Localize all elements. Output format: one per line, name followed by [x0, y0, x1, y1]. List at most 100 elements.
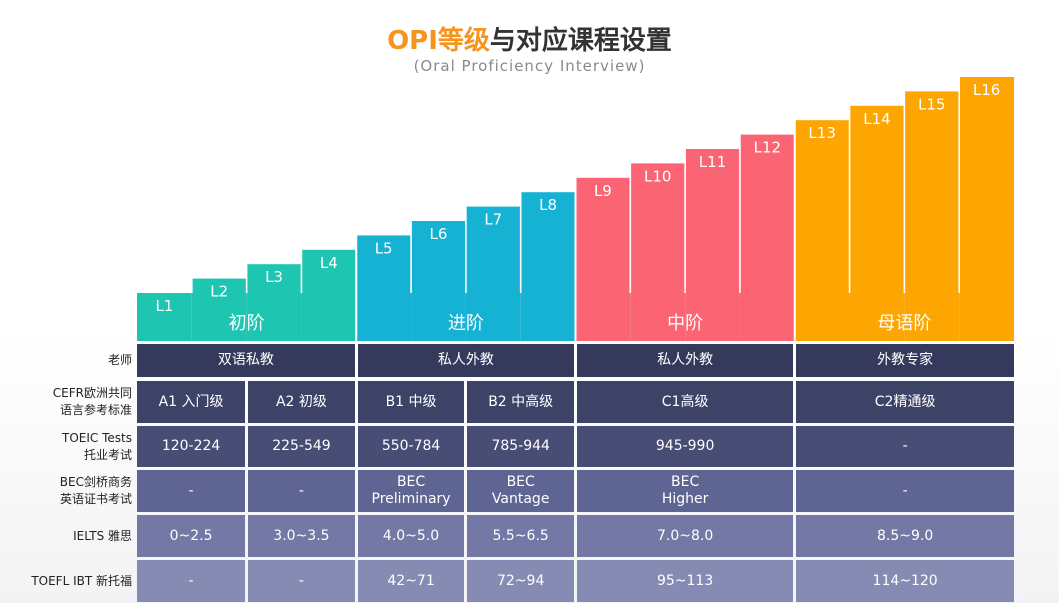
table-cell: BEC Preliminary — [357, 470, 465, 512]
cell-text: - — [188, 482, 194, 499]
cell-text: 5.5~6.5 — [492, 527, 549, 544]
table-cell: BEC Higher — [577, 470, 794, 512]
cell-text: 0~2.5 — [169, 527, 213, 544]
table-cell: 7.0~8.0 — [577, 515, 794, 557]
table-cell: 0~2.5 — [137, 515, 246, 557]
cell-text: 95~113 — [656, 572, 714, 589]
table-cell: 95~113 — [577, 560, 794, 602]
table-cell: 42~71 — [357, 560, 465, 602]
cell-text: 225-549 — [272, 438, 331, 454]
bar-label-l5: L5 — [375, 239, 393, 257]
cell-text: Higher — [661, 491, 709, 507]
cell-text: 785-944 — [491, 438, 550, 454]
cell-text: - — [188, 572, 194, 589]
bar-label-l12: L12 — [754, 139, 781, 157]
table-cell: 私人外教 — [357, 344, 574, 377]
bar-label-l14: L14 — [863, 110, 890, 128]
bar-label-l8: L8 — [539, 196, 557, 214]
bar-l16 — [959, 77, 1014, 341]
table-cell: C1高级 — [577, 381, 794, 423]
table-cell: - — [796, 426, 1014, 467]
cell-text: BEC — [396, 474, 426, 490]
row-label-line: IELTS 雅思 — [73, 528, 132, 543]
cell-text: A1 入门级 — [158, 393, 224, 410]
row-label-line: 老师 — [107, 353, 132, 367]
bar-l13 — [794, 120, 850, 341]
table-cell: 945-990 — [577, 426, 794, 467]
bar-label-l7: L7 — [484, 211, 502, 229]
table-cell: 3.0~3.5 — [248, 515, 355, 557]
cell-text: 私人外教 — [437, 352, 494, 368]
table-cell: BEC Vantage — [467, 470, 574, 512]
table-cell: A1 入门级 — [137, 381, 246, 423]
cell-text: Preliminary — [371, 491, 451, 507]
cell-text: B2 中高级 — [488, 393, 554, 410]
cell-text: 114~120 — [872, 572, 938, 589]
bar-l15 — [904, 91, 960, 342]
bar-l9 — [575, 177, 631, 341]
table-cell: 5.5~6.5 — [467, 515, 574, 557]
bar-label-l16: L16 — [973, 81, 1000, 99]
bar-l2 — [191, 278, 247, 341]
row-label-line: 英语证书考试 — [59, 492, 132, 506]
bar-label-l11: L11 — [699, 153, 726, 171]
table-cell: 72~94 — [467, 560, 574, 602]
bar-l12 — [739, 134, 795, 341]
cell-text: - — [298, 482, 304, 499]
row-label-line: CEFR欧洲共同 — [52, 386, 132, 400]
row-label-line: TOEFL IBT 新托福 — [31, 573, 132, 588]
table-cell: - — [248, 470, 355, 512]
row-label-line: BEC剑桥商务 — [59, 475, 132, 489]
table-cell: 8.5~9.0 — [796, 515, 1014, 557]
bar-label-l9: L9 — [594, 182, 612, 200]
cell-text: C2精通级 — [874, 393, 936, 410]
bar-l14 — [849, 105, 905, 341]
bar-label-l13: L13 — [808, 124, 835, 142]
bar-label-l15: L15 — [918, 95, 945, 113]
table-cell: 双语私教 — [137, 344, 355, 377]
table-cell: - — [248, 560, 355, 602]
bar-label-l4: L4 — [320, 254, 338, 272]
cell-text: 私人外教 — [657, 352, 714, 368]
cell-text: 3.0~3.5 — [273, 527, 330, 544]
table-cell: - — [796, 470, 1014, 512]
bar-l1 — [137, 293, 192, 341]
bar-l7 — [465, 206, 521, 341]
cell-text: Vantage — [491, 491, 550, 507]
bar-l8 — [520, 192, 576, 341]
group-label-2: 中阶 — [667, 313, 703, 334]
table-cell: - — [137, 470, 246, 512]
row-label-2: TOEIC Tests 托业考试 — [0, 426, 132, 467]
table-cell: 私人外教 — [577, 344, 794, 377]
cell-text: - — [902, 482, 908, 499]
bar-l5 — [356, 235, 412, 341]
bar-l6 — [411, 221, 466, 341]
page-title: OPI等级与对应课程设置 — [0, 20, 1059, 57]
table-cell: 550-784 — [357, 426, 465, 467]
table-cell: 4.0~5.0 — [357, 515, 465, 557]
cell-text: 550-784 — [381, 438, 441, 454]
row-label-5: TOEFL IBT 新托福 — [0, 560, 132, 602]
group-label-1: 进阶 — [448, 313, 484, 334]
cell-text: BEC — [506, 474, 535, 490]
page-subtitle: (Oral Proficiency Interview) — [413, 57, 646, 75]
cell-text: 120-224 — [161, 438, 221, 454]
cell-text: - — [902, 438, 908, 454]
row-label-3: BEC剑桥商务 英语证书考试 — [0, 470, 132, 512]
table-cell: - — [137, 560, 246, 602]
table-cell: 120-224 — [137, 426, 246, 467]
cell-text: 4.0~5.0 — [382, 527, 440, 544]
group-label-3: 母语阶 — [877, 313, 931, 334]
bar-label-l10: L10 — [644, 167, 671, 185]
bar-l11 — [685, 149, 740, 341]
cell-text: 72~94 — [497, 572, 545, 589]
row-label-0: 老师 — [0, 344, 132, 377]
table-cell: 外教专家 — [796, 344, 1014, 377]
cell-text: 双语私教 — [217, 352, 274, 368]
cell-text: 外教专家 — [877, 352, 934, 368]
group-label-0: 初阶 — [229, 313, 265, 334]
cell-text: 8.5~9.0 — [876, 527, 934, 544]
table-cell: C2精通级 — [796, 381, 1014, 423]
table-cell: A2 初级 — [248, 381, 355, 423]
bar-l3 — [246, 264, 302, 341]
